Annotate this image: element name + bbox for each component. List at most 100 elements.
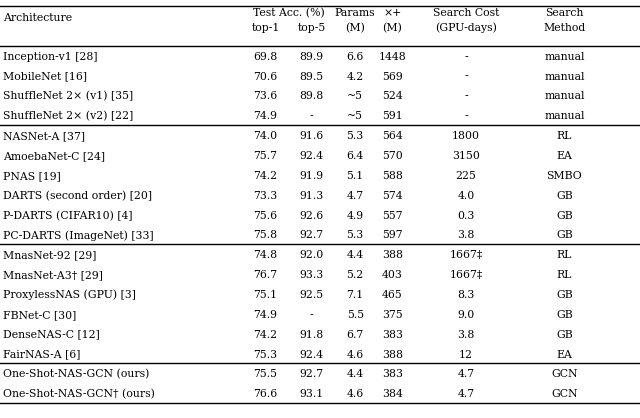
Text: top-1: top-1 xyxy=(252,23,280,33)
Text: 8.3: 8.3 xyxy=(457,290,475,300)
Text: 92.6: 92.6 xyxy=(300,211,324,221)
Text: 5.2: 5.2 xyxy=(347,270,364,280)
Text: 76.7: 76.7 xyxy=(253,270,278,280)
Text: manual: manual xyxy=(544,92,585,102)
Text: RL: RL xyxy=(557,131,572,141)
Text: 75.5: 75.5 xyxy=(253,370,278,380)
Text: 225: 225 xyxy=(456,171,476,181)
Text: 4.4: 4.4 xyxy=(347,370,364,380)
Text: (M): (M) xyxy=(345,23,365,33)
Text: manual: manual xyxy=(544,111,585,121)
Text: 74.2: 74.2 xyxy=(253,330,278,340)
Text: 74.9: 74.9 xyxy=(253,111,278,121)
Text: ShuffleNet 2× (v2) [22]: ShuffleNet 2× (v2) [22] xyxy=(3,111,134,122)
Text: 3150: 3150 xyxy=(452,151,480,161)
Text: 89.9: 89.9 xyxy=(300,52,324,62)
Text: 1448: 1448 xyxy=(378,52,406,62)
Text: AmoebaNet-C [24]: AmoebaNet-C [24] xyxy=(3,151,105,161)
Text: MobileNet [16]: MobileNet [16] xyxy=(3,71,87,82)
Text: 3.8: 3.8 xyxy=(457,330,475,340)
Text: 74.2: 74.2 xyxy=(253,171,278,181)
Text: 388: 388 xyxy=(382,250,403,260)
Text: 4.0: 4.0 xyxy=(458,191,474,201)
Text: 76.6: 76.6 xyxy=(253,389,278,399)
Text: GB: GB xyxy=(556,310,573,320)
Text: -: - xyxy=(310,310,314,320)
Text: 5.3: 5.3 xyxy=(347,230,364,240)
Text: GCN: GCN xyxy=(551,370,578,380)
Text: MnasNet-A3† [29]: MnasNet-A3† [29] xyxy=(3,270,103,280)
Text: 588: 588 xyxy=(382,171,403,181)
Text: 91.6: 91.6 xyxy=(300,131,324,141)
Text: 524: 524 xyxy=(382,92,403,102)
Text: 75.6: 75.6 xyxy=(253,211,278,221)
Text: Architecture: Architecture xyxy=(3,13,72,23)
Text: Test Acc. (%): Test Acc. (%) xyxy=(253,8,324,18)
Text: 92.4: 92.4 xyxy=(300,151,324,161)
Text: Search: Search xyxy=(545,8,584,18)
Text: Method: Method xyxy=(543,23,586,33)
Text: 4.6: 4.6 xyxy=(347,389,364,399)
Text: 89.5: 89.5 xyxy=(300,71,324,82)
Text: One-Shot-NAS-GCN (ours): One-Shot-NAS-GCN (ours) xyxy=(3,369,150,380)
Text: -: - xyxy=(464,71,468,82)
Text: 91.3: 91.3 xyxy=(300,191,324,201)
Text: 1667‡: 1667‡ xyxy=(449,270,483,280)
Text: -: - xyxy=(464,111,468,121)
Text: PC-DARTS (ImageNet) [33]: PC-DARTS (ImageNet) [33] xyxy=(3,230,154,241)
Text: 75.8: 75.8 xyxy=(253,230,278,240)
Text: 92.4: 92.4 xyxy=(300,349,324,359)
Text: GCN: GCN xyxy=(551,389,578,399)
Text: 383: 383 xyxy=(382,370,403,380)
Text: 6.7: 6.7 xyxy=(347,330,364,340)
Text: EA: EA xyxy=(557,349,572,359)
Text: (M): (M) xyxy=(382,23,403,33)
Text: 92.7: 92.7 xyxy=(300,230,324,240)
Text: 5.1: 5.1 xyxy=(347,171,364,181)
Text: GB: GB xyxy=(556,211,573,221)
Text: 69.8: 69.8 xyxy=(253,52,278,62)
Text: 569: 569 xyxy=(382,71,403,82)
Text: 75.3: 75.3 xyxy=(253,349,278,359)
Text: 1667‡: 1667‡ xyxy=(449,250,483,260)
Text: Params: Params xyxy=(335,8,376,18)
Text: 74.8: 74.8 xyxy=(253,250,278,260)
Text: 6.4: 6.4 xyxy=(347,151,364,161)
Text: 93.1: 93.1 xyxy=(300,389,324,399)
Text: 375: 375 xyxy=(382,310,403,320)
Text: RL: RL xyxy=(557,270,572,280)
Text: 5.3: 5.3 xyxy=(347,131,364,141)
Text: NASNet-A [37]: NASNet-A [37] xyxy=(3,131,85,141)
Text: DenseNAS-C [12]: DenseNAS-C [12] xyxy=(3,330,100,340)
Text: 6.6: 6.6 xyxy=(346,52,364,62)
Text: One-Shot-NAS-GCN† (ours): One-Shot-NAS-GCN† (ours) xyxy=(3,389,155,400)
Text: 465: 465 xyxy=(382,290,403,300)
Text: 4.7: 4.7 xyxy=(458,370,474,380)
Text: FairNAS-A [6]: FairNAS-A [6] xyxy=(3,349,81,359)
Text: 91.9: 91.9 xyxy=(300,171,324,181)
Text: 9.0: 9.0 xyxy=(458,310,474,320)
Text: 383: 383 xyxy=(382,330,403,340)
Text: 12: 12 xyxy=(459,349,473,359)
Text: (GPU-days): (GPU-days) xyxy=(435,23,497,33)
Text: EA: EA xyxy=(557,151,572,161)
Text: MnasNet-92 [29]: MnasNet-92 [29] xyxy=(3,250,97,260)
Text: RL: RL xyxy=(557,250,572,260)
Text: ~5: ~5 xyxy=(348,111,364,121)
Text: 74.0: 74.0 xyxy=(253,131,278,141)
Text: SMBO: SMBO xyxy=(547,171,582,181)
Text: GB: GB xyxy=(556,290,573,300)
Text: GB: GB xyxy=(556,191,573,201)
Text: 7.1: 7.1 xyxy=(347,290,364,300)
Text: 70.6: 70.6 xyxy=(253,71,278,82)
Text: 4.2: 4.2 xyxy=(347,71,364,82)
Text: 73.3: 73.3 xyxy=(253,191,278,201)
Text: 4.7: 4.7 xyxy=(347,191,364,201)
Text: 92.7: 92.7 xyxy=(300,370,324,380)
Text: 92.5: 92.5 xyxy=(300,290,324,300)
Text: -: - xyxy=(310,111,314,121)
Text: DARTS (second order) [20]: DARTS (second order) [20] xyxy=(3,191,152,201)
Text: 92.0: 92.0 xyxy=(300,250,324,260)
Text: PNAS [19]: PNAS [19] xyxy=(3,171,61,181)
Text: ProxylessNAS (GPU) [3]: ProxylessNAS (GPU) [3] xyxy=(3,290,136,300)
